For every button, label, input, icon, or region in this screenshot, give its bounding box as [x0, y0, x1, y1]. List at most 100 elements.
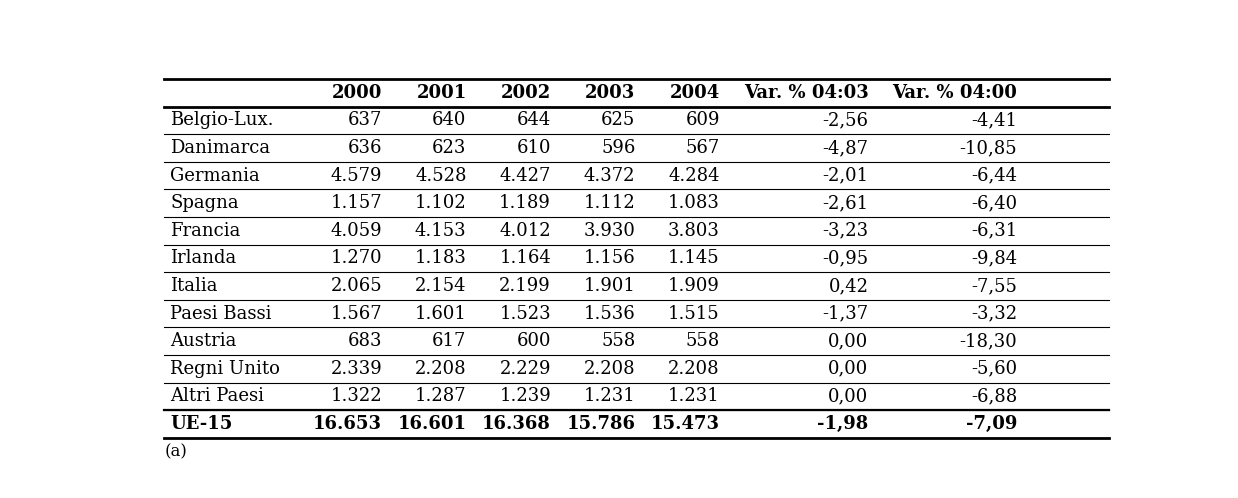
Text: 4.579: 4.579: [331, 166, 383, 185]
Text: 1.156: 1.156: [583, 249, 635, 267]
Text: 1.567: 1.567: [331, 305, 383, 323]
Text: 1.601: 1.601: [415, 305, 467, 323]
Text: 625: 625: [602, 112, 635, 129]
Text: -1,37: -1,37: [822, 305, 869, 323]
Text: -4,41: -4,41: [972, 112, 1018, 129]
Text: 644: 644: [516, 112, 551, 129]
Text: 637: 637: [348, 112, 383, 129]
Text: Italia: Italia: [170, 277, 218, 295]
Text: -2,01: -2,01: [822, 166, 869, 185]
Text: 1.536: 1.536: [583, 305, 635, 323]
Text: -6,44: -6,44: [972, 166, 1018, 185]
Text: 617: 617: [432, 332, 467, 350]
Text: Danimarca: Danimarca: [170, 139, 270, 157]
Text: Irlanda: Irlanda: [170, 249, 236, 267]
Text: 2.154: 2.154: [415, 277, 467, 295]
Text: 2.065: 2.065: [331, 277, 383, 295]
Text: 636: 636: [348, 139, 383, 157]
Text: -6,40: -6,40: [971, 194, 1018, 212]
Text: -6,31: -6,31: [971, 222, 1018, 240]
Text: -6,88: -6,88: [971, 387, 1018, 405]
Text: 1.231: 1.231: [669, 387, 719, 405]
Text: 2.208: 2.208: [415, 360, 467, 378]
Text: 558: 558: [686, 332, 719, 350]
Text: 600: 600: [516, 332, 551, 350]
Text: 1.164: 1.164: [499, 249, 551, 267]
Text: 16.601: 16.601: [397, 415, 467, 433]
Text: 1.145: 1.145: [669, 249, 719, 267]
Text: 4.528: 4.528: [415, 166, 467, 185]
Text: 2003: 2003: [586, 84, 635, 102]
Text: 4.284: 4.284: [669, 166, 719, 185]
Text: 1.102: 1.102: [415, 194, 467, 212]
Text: 2.339: 2.339: [331, 360, 383, 378]
Text: 1.231: 1.231: [583, 387, 635, 405]
Text: -7,09: -7,09: [966, 415, 1018, 433]
Text: 16.653: 16.653: [313, 415, 383, 433]
Text: 609: 609: [686, 112, 719, 129]
Text: 1.270: 1.270: [331, 249, 383, 267]
Text: -3,23: -3,23: [822, 222, 869, 240]
Text: 16.368: 16.368: [482, 415, 551, 433]
Text: 640: 640: [432, 112, 467, 129]
Text: 2.229: 2.229: [499, 360, 551, 378]
Text: 3.930: 3.930: [583, 222, 635, 240]
Text: Francia: Francia: [170, 222, 240, 240]
Text: 0,00: 0,00: [828, 387, 869, 405]
Text: 623: 623: [432, 139, 467, 157]
Text: -2,61: -2,61: [822, 194, 869, 212]
Text: 2000: 2000: [332, 84, 383, 102]
Text: Var. % 04:00: Var. % 04:00: [893, 84, 1018, 102]
Text: 4.427: 4.427: [500, 166, 551, 185]
Text: (a): (a): [165, 444, 187, 461]
Text: 1.239: 1.239: [499, 387, 551, 405]
Text: Spagna: Spagna: [170, 194, 239, 212]
Text: 596: 596: [602, 139, 635, 157]
Text: 1.112: 1.112: [583, 194, 635, 212]
Text: 1.083: 1.083: [669, 194, 719, 212]
Text: Germania: Germania: [170, 166, 260, 185]
Text: 3.803: 3.803: [669, 222, 719, 240]
Text: 15.786: 15.786: [567, 415, 635, 433]
Text: 1.523: 1.523: [499, 305, 551, 323]
Text: 0,42: 0,42: [828, 277, 869, 295]
Text: Var. % 04:03: Var. % 04:03: [744, 84, 869, 102]
Text: -18,30: -18,30: [959, 332, 1018, 350]
Text: -7,55: -7,55: [972, 277, 1018, 295]
Text: 2004: 2004: [670, 84, 719, 102]
Text: 683: 683: [348, 332, 383, 350]
Text: 2.199: 2.199: [499, 277, 551, 295]
Text: 4.012: 4.012: [499, 222, 551, 240]
Text: Altri Paesi: Altri Paesi: [170, 387, 264, 405]
Text: 1.901: 1.901: [583, 277, 635, 295]
Text: 4.372: 4.372: [584, 166, 635, 185]
Text: Regni Unito: Regni Unito: [170, 360, 280, 378]
Text: 1.183: 1.183: [415, 249, 467, 267]
Text: 567: 567: [686, 139, 719, 157]
Text: -1,98: -1,98: [817, 415, 869, 433]
Text: -2,56: -2,56: [822, 112, 869, 129]
Text: -9,84: -9,84: [971, 249, 1018, 267]
Text: 0,00: 0,00: [828, 332, 869, 350]
Text: -0,95: -0,95: [822, 249, 869, 267]
Text: 2.208: 2.208: [669, 360, 719, 378]
Text: 1.189: 1.189: [499, 194, 551, 212]
Text: 15.473: 15.473: [651, 415, 719, 433]
Text: 610: 610: [516, 139, 551, 157]
Text: 558: 558: [602, 332, 635, 350]
Text: -4,87: -4,87: [822, 139, 869, 157]
Text: -10,85: -10,85: [959, 139, 1018, 157]
Text: 2.208: 2.208: [584, 360, 635, 378]
Text: Paesi Bassi: Paesi Bassi: [170, 305, 271, 323]
Text: -3,32: -3,32: [971, 305, 1018, 323]
Text: -5,60: -5,60: [971, 360, 1018, 378]
Text: 1.515: 1.515: [669, 305, 719, 323]
Text: 4.153: 4.153: [415, 222, 467, 240]
Text: 1.287: 1.287: [415, 387, 467, 405]
Text: 1.909: 1.909: [669, 277, 719, 295]
Text: 0,00: 0,00: [828, 360, 869, 378]
Text: Belgio-Lux.: Belgio-Lux.: [170, 112, 274, 129]
Text: 1.157: 1.157: [331, 194, 383, 212]
Text: 4.059: 4.059: [331, 222, 383, 240]
Text: 2001: 2001: [416, 84, 467, 102]
